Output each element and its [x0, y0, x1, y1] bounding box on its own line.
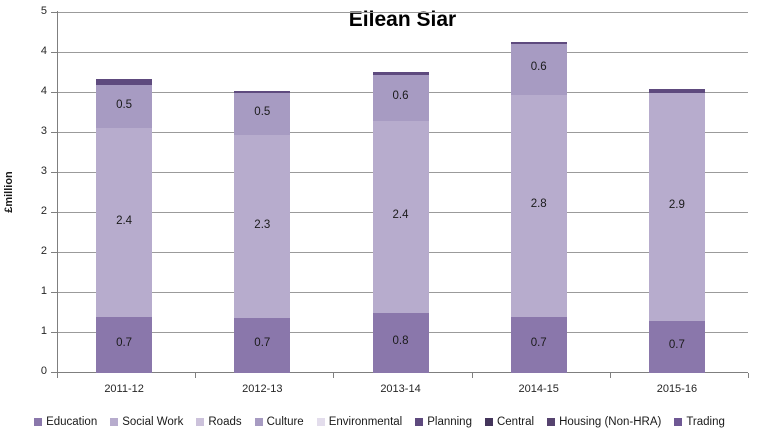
- x-tick-mark: [333, 373, 335, 378]
- x-tick-label-2013-14: 2013-14: [380, 383, 421, 395]
- legend-item-trading: Trading: [674, 416, 725, 428]
- y-tick-label: 5: [40, 5, 47, 17]
- data-label-education-2013-14: 0.8: [392, 335, 409, 347]
- legend-label-social-work: Social Work: [122, 416, 184, 428]
- data-label-education-2011-12: 0.7: [116, 337, 133, 349]
- y-tick-mark: [51, 132, 57, 133]
- legend-item-roads: Roads: [196, 416, 242, 428]
- y-tick-label: 2: [40, 245, 47, 257]
- legend-item-central: Central: [484, 416, 535, 428]
- y-axis-line: [57, 11, 58, 378]
- bar-segment-social-work-2013-14: 2.4: [372, 121, 429, 313]
- legend-swatch-environmental: [316, 418, 325, 426]
- data-label-education-2014-15: 0.7: [530, 337, 547, 349]
- bar-segment-culture-2013-14: 0.6: [372, 74, 429, 121]
- x-tick-label-2011-12: 2011-12: [104, 383, 144, 395]
- x-tick-label-2015-16: 2015-16: [656, 383, 698, 395]
- data-label-education-2012-13: 0.7: [254, 337, 271, 350]
- bar-segment-social-work-2015-16: 2.9: [648, 93, 705, 321]
- legend-item-social-work: Social Work: [110, 416, 183, 428]
- legend-label-housing-non-hra: Housing (Non-HRA): [559, 416, 662, 428]
- data-label-social-work-2013-14: 2.4: [392, 209, 409, 221]
- x-tick-mark: [195, 373, 197, 378]
- bar-segment-education-2012-13: 0.7: [234, 317, 291, 373]
- y-tick-mark: [51, 172, 57, 173]
- legend-swatch-trading: [674, 418, 683, 426]
- y-tick-mark: [51, 212, 57, 213]
- y-tick-mark: [51, 292, 57, 293]
- x-tick-mark: [57, 373, 58, 378]
- bar-segment-planning-2014-15: [510, 41, 567, 45]
- legend-label-environmental: Environmental: [328, 416, 403, 428]
- legend-swatch-housing-non-hra: [547, 418, 556, 426]
- legend-label-culture: Culture: [266, 416, 304, 428]
- bar-segment-culture-2012-13: 0.5: [234, 93, 291, 136]
- legend-label-education: Education: [46, 416, 98, 428]
- y-tick-mark: [51, 372, 57, 373]
- data-label-culture-2011-12: 0.5: [116, 98, 133, 111]
- bar-segment-culture-2014-15: 0.6: [510, 44, 567, 95]
- y-tick-mark: [51, 52, 57, 53]
- legend-label-roads: Roads: [208, 416, 242, 428]
- y-tick-mark: [51, 332, 57, 333]
- legend-item-environmental: Environmental: [316, 416, 403, 428]
- gridline-4.5: [57, 12, 748, 13]
- data-label-social-work-2014-15: 2.8: [530, 197, 547, 210]
- legend-item-planning: Planning: [415, 416, 472, 428]
- legend-item-housing-non-hra: Housing (Non-HRA): [547, 416, 661, 428]
- data-label-culture-2013-14: 0.6: [392, 89, 409, 102]
- data-label-culture-2012-13: 0.5: [254, 106, 271, 119]
- y-tick-label: 0: [40, 365, 47, 377]
- y-tick-mark: [51, 92, 57, 93]
- y-tick-mark: [51, 12, 57, 13]
- y-tick-mark: [51, 252, 57, 253]
- legend-label-planning: Planning: [427, 416, 472, 428]
- legend: Education Social Work Roads Culture Environm…: [0, 413, 759, 431]
- data-label-education-2015-16: 0.7: [668, 339, 685, 351]
- y-tick-label: 4: [40, 85, 47, 97]
- data-label-social-work-2011-12: 2.4: [116, 214, 133, 227]
- legend-swatch-culture: [254, 418, 263, 426]
- legend-label-central: Central: [496, 416, 535, 428]
- bar-segment-planning-2012-13: [234, 90, 291, 93]
- gridline-4: [57, 52, 748, 53]
- bar-segment-social-work-2014-15: 2.8: [510, 94, 567, 317]
- legend-label-trading: Trading: [686, 416, 725, 428]
- x-tick-mark: [471, 373, 473, 378]
- bar-segment-social-work-2012-13: 2.3: [234, 135, 291, 318]
- x-tick-mark: [609, 373, 611, 378]
- legend-swatch-planning: [415, 418, 424, 426]
- bar-segment-education-2015-16: 0.7: [648, 321, 705, 373]
- x-tick-label-2012-13: 2012-13: [242, 383, 283, 395]
- y-tick-label: 4: [40, 45, 47, 57]
- legend-swatch-education: [34, 418, 43, 426]
- bar-segment-planning-2013-14: [372, 72, 429, 75]
- y-tick-label: 1: [40, 285, 47, 297]
- bar-segment-social-work-2011-12: 2.4: [96, 128, 153, 317]
- chart-title: Eilean Siar: [348, 8, 457, 31]
- y-tick-label: 2: [40, 205, 47, 217]
- legend-swatch-roads: [196, 418, 205, 426]
- y-tick-label: 3: [40, 125, 47, 137]
- bar-segment-education-2013-14: 0.8: [372, 313, 429, 373]
- data-label-culture-2014-15: 0.6: [530, 61, 547, 74]
- data-label-social-work-2012-13: 2.3: [254, 218, 271, 231]
- x-tick-label-2014-15: 2014-15: [518, 383, 559, 395]
- data-label-social-work-2015-16: 2.9: [668, 199, 685, 211]
- bar-segment-planning-2015-16: [648, 89, 705, 93]
- legend-swatch-central: [484, 418, 493, 426]
- bar-segment-planning-2011-12: [96, 78, 153, 85]
- bar-segment-education-2011-12: 0.7: [96, 317, 153, 373]
- legend-item-culture: Culture: [254, 416, 304, 428]
- bar-segment-education-2014-15: 0.7: [510, 317, 567, 373]
- bar-segment-culture-2011-12: 0.5: [96, 85, 153, 129]
- legend-swatch-social-work: [110, 418, 119, 426]
- x-tick-mark: [748, 373, 749, 378]
- y-tick-label: 1: [40, 325, 47, 337]
- legend-item-education: Education: [34, 416, 97, 428]
- y-tick-label: 3: [40, 165, 47, 177]
